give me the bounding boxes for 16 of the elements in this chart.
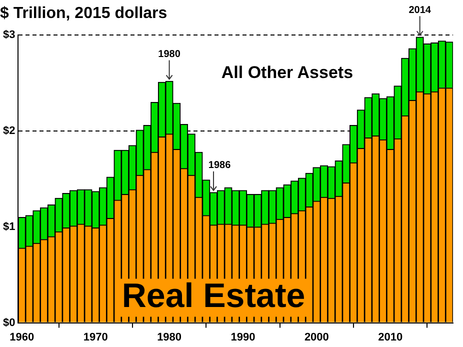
annotation: 1980 bbox=[158, 48, 181, 60]
x-tick-label: 2010 bbox=[378, 331, 403, 344]
y-tick-label: $1 bbox=[2, 220, 16, 233]
x-tick-label: 2000 bbox=[304, 331, 329, 344]
x-tick-label: 1990 bbox=[230, 331, 256, 344]
chart-title: $ Trillion, 2015 dollars bbox=[0, 5, 168, 22]
x-tick-label: 1980 bbox=[157, 331, 182, 344]
x-tick-label: 1960 bbox=[10, 331, 34, 344]
series-label: All Other Assets bbox=[221, 63, 354, 82]
annotation: 1986 bbox=[208, 160, 232, 172]
series-label: Real Estate bbox=[122, 277, 306, 316]
y-tick-label: $0 bbox=[2, 316, 16, 329]
y-tick-label: $2 bbox=[2, 125, 16, 138]
y-tick-label: $3 bbox=[2, 29, 16, 42]
annotation: 2014 bbox=[408, 4, 432, 16]
x-tick-label: 1970 bbox=[83, 331, 108, 344]
